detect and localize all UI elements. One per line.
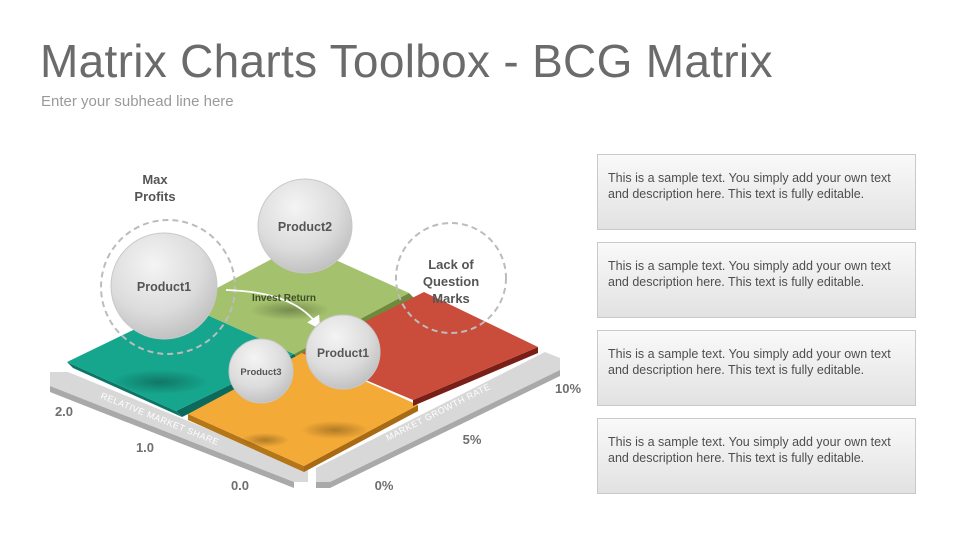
callout-question-marks-line2: Question (423, 274, 479, 289)
bubble-product1-small: Product1 (305, 314, 381, 390)
right-tick-5: 5% (463, 432, 482, 447)
right-tick-0: 0% (375, 478, 394, 493)
max-profits-dashed-circle (100, 219, 236, 355)
left-axis-bar (50, 372, 308, 488)
question-marks-dashed-circle (395, 222, 507, 334)
callout-question-marks-line1: Lack of (428, 257, 474, 272)
text-box-1: This is a sample text. You simply add yo… (597, 154, 916, 230)
right-axis-bar (316, 352, 560, 488)
left-tick-0-0: 0.0 (231, 478, 249, 493)
bubble-label-product1-large: Product1 (137, 280, 191, 294)
callout-question-marks-line3: Marks (432, 291, 470, 306)
callout-question-marks: Lack of Question Marks (423, 257, 479, 306)
bubble-product2: Product2 (257, 178, 353, 274)
text-box-3: This is a sample text. You simply add yo… (597, 330, 916, 406)
text-box-4: This is a sample text. You simply add yo… (597, 418, 916, 494)
bubble-product1-large: Product1 (110, 232, 218, 340)
invest-return-label: Invest Return (252, 293, 316, 304)
page-title: Matrix Charts Toolbox - BCG Matrix (40, 35, 773, 87)
bubble-label-product2: Product2 (278, 220, 332, 234)
callout-max-profits: Max Profits (134, 172, 175, 204)
page-subhead: Enter your subhead line here (41, 93, 234, 110)
bubble-label-product1-small: Product1 (317, 346, 369, 360)
left-tick-2-0: 2.0 (55, 404, 73, 419)
right-tick-10: 10% (555, 381, 581, 396)
left-tick-1-0: 1.0 (136, 440, 154, 455)
invest-return-arrow (225, 289, 320, 330)
bubble-product3: Product3 (228, 338, 294, 404)
callout-max-profits-line1: Max (142, 172, 168, 187)
callout-max-profits-line2: Profits (134, 189, 175, 204)
text-box-2: This is a sample text. You simply add yo… (597, 242, 916, 318)
bubble-label-product3: Product3 (240, 367, 281, 378)
